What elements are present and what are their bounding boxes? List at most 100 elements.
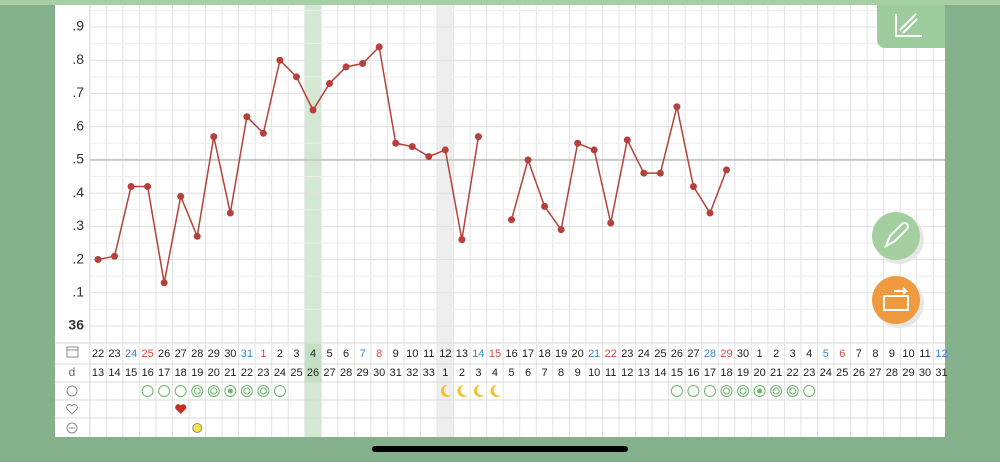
temperature-dot: [524, 156, 532, 164]
cycle-day-label: 4: [492, 367, 498, 379]
temperature-dot: [474, 133, 482, 141]
temperature-dot: [392, 139, 400, 147]
target-icon: [66, 385, 78, 397]
date-label: 4: [310, 348, 316, 360]
date-label: 9: [393, 348, 399, 360]
temperature-dot: [111, 252, 119, 260]
cycle-day-label: 29: [357, 367, 369, 379]
test-icon: [240, 385, 253, 397]
cycle-day-label: 16: [687, 367, 699, 379]
cycle-day-label: 19: [191, 367, 203, 379]
cycle-day-label: 1: [442, 367, 448, 379]
cycle-day-label: 3: [475, 367, 481, 379]
y-tick-label: .9: [72, 18, 84, 34]
test-icon: [670, 385, 683, 397]
temperature-dot: [243, 113, 251, 121]
date-label: 30: [224, 348, 236, 360]
date-label: 19: [555, 348, 567, 360]
date-label: 3: [293, 348, 299, 360]
cycle-day-label: 8: [558, 367, 564, 379]
cycle-day-label: 2: [459, 367, 465, 379]
date-label: 5: [823, 348, 829, 360]
y-tick-label: .4: [72, 184, 84, 200]
cycle-day-label: 25: [290, 367, 302, 379]
temperature-dot: [623, 136, 631, 144]
date-label: 7: [856, 348, 862, 360]
cycle-day-label: 30: [373, 367, 385, 379]
y-tick-label: 36: [68, 317, 84, 333]
date-label: 1: [260, 348, 266, 360]
top-strip: [0, 0, 1000, 5]
moon-icon: [473, 384, 485, 397]
temperature-dot: [557, 226, 565, 234]
test-icon-inner: [723, 387, 731, 395]
cycle-day-label: 28: [886, 367, 898, 379]
cycle-day-label: 25: [836, 367, 848, 379]
date-label: 11: [423, 348, 434, 360]
y-tick-label: .6: [72, 117, 84, 133]
exit-button[interactable]: [872, 276, 924, 328]
cycle-day-label: 26: [853, 367, 865, 379]
test-icon-inner: [739, 387, 747, 395]
date-label: 15: [489, 348, 501, 360]
cycle-day-label: 18: [720, 367, 732, 379]
date-label: 21: [588, 348, 600, 360]
cycle-day-label: 14: [654, 367, 666, 379]
temperature-dot: [259, 129, 267, 137]
date-label: 22: [92, 348, 104, 360]
today-cell: [304, 344, 322, 382]
cycle-day-label: 10: [588, 367, 600, 379]
temperature-dot: [640, 169, 648, 177]
date-label: 4: [806, 348, 812, 360]
cycle-day-label: 19: [737, 367, 749, 379]
cycle-day-label: 11: [605, 367, 616, 379]
temperature-dot: [607, 219, 615, 227]
test-icon: [803, 385, 816, 397]
thermometer-tab[interactable]: [877, 5, 945, 48]
temperature-dot: [193, 232, 201, 240]
cycle-day-label: 24: [820, 367, 832, 379]
cycle-day-label: 32: [406, 367, 418, 379]
date-label: 2: [773, 348, 779, 360]
temperature-dot: [441, 146, 449, 154]
moon-icon: [490, 384, 501, 397]
date-label: 27: [175, 348, 187, 360]
cycle-day-label: 20: [753, 367, 765, 379]
test-icon: [737, 385, 750, 397]
moon-icon: [457, 384, 468, 397]
test-icon: [753, 385, 766, 397]
cycle-day-label: 18: [175, 367, 187, 379]
row-label: d: [69, 365, 76, 379]
date-label: 17: [522, 348, 534, 360]
date-label: 27: [687, 348, 699, 360]
button-bg: [872, 276, 920, 324]
temperature-dot: [226, 209, 234, 217]
test-icon: [158, 385, 171, 397]
heart-icon: [66, 404, 78, 415]
test-icon-star: [227, 388, 233, 394]
cycle-day-label: 9: [575, 367, 581, 379]
temperature-dot: [177, 192, 185, 200]
temperature-dot: [590, 146, 598, 154]
test-icon: [207, 385, 220, 397]
cycle-day-label: 29: [902, 367, 914, 379]
exit-icon: [883, 287, 909, 311]
temperature-dot: [425, 153, 433, 161]
date-label: 10: [902, 348, 914, 360]
heart-mark: [175, 404, 187, 414]
cycle-day-label: 22: [787, 367, 799, 379]
test-icon: [770, 385, 783, 397]
cycle-day-label: 6: [525, 367, 531, 379]
yellow-mark: [192, 423, 203, 433]
test-icon-inner: [210, 387, 218, 395]
moon-icon: [440, 384, 452, 397]
test-icon-inner: [772, 387, 780, 395]
date-label: 23: [621, 348, 633, 360]
date-label: 1: [757, 348, 763, 360]
cycle-day-label: 31: [390, 367, 402, 379]
test-icon-inner: [259, 387, 267, 395]
home-indicator: [372, 446, 628, 452]
temperature-dot: [689, 182, 697, 190]
edit-button[interactable]: [872, 212, 924, 264]
